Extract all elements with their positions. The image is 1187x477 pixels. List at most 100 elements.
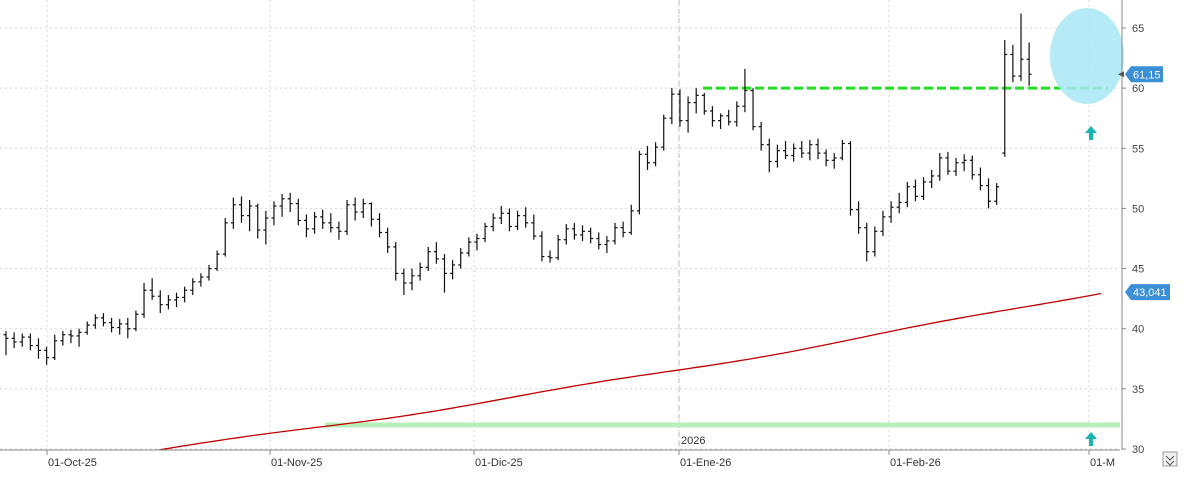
- ohlc-bar: [986, 178, 992, 209]
- ohlc-bar: [685, 96, 691, 133]
- ohlc-bar: [165, 295, 171, 310]
- ma-badge: [1125, 284, 1170, 301]
- ohlc-bar: [490, 213, 496, 232]
- ohlc-bar: [303, 214, 309, 238]
- ohlc-bar: [35, 338, 41, 359]
- ohlc-bar: [961, 154, 967, 172]
- ohlc-bar: [661, 114, 667, 151]
- ohlc-bar: [450, 260, 456, 280]
- ohlc-bar: [839, 139, 845, 161]
- ohlc-bar: [1002, 40, 1008, 157]
- ohlc-bar: [620, 221, 626, 238]
- ohlc-bar: [766, 138, 772, 173]
- ohlc-bar: [320, 209, 326, 229]
- ohlc-bar: [945, 151, 951, 175]
- y-tick-label: 35: [1132, 384, 1144, 396]
- ohlc-bar: [929, 169, 935, 188]
- ohlc-bar: [247, 200, 253, 232]
- ohlc-bar: [230, 197, 236, 229]
- ohlc-bar: [27, 333, 33, 351]
- ohlc-bar: [644, 145, 650, 170]
- ohlc-bar: [571, 222, 577, 240]
- ohlc-bar: [336, 221, 342, 240]
- ohlc-bar: [1018, 13, 1024, 81]
- ohlc-bar: [563, 224, 569, 245]
- ohlc-bar: [669, 88, 675, 125]
- ohlc-bar: [52, 334, 58, 360]
- ohlc-bar: [109, 317, 115, 333]
- ohlc-bar: [11, 332, 17, 348]
- ohlc-bar: [506, 208, 512, 232]
- ohlc-bar: [182, 286, 188, 303]
- ohlc-bar: [953, 157, 959, 176]
- ohlc-bar: [921, 177, 927, 201]
- ohlc-bar: [401, 268, 407, 296]
- up-arrow-breakout: [1085, 126, 1097, 140]
- ohlc-bar: [76, 328, 82, 347]
- x-tick-label: 01-Dic-25: [475, 457, 523, 469]
- ohlc-bar: [157, 290, 163, 314]
- ohlc-bar: [44, 346, 50, 365]
- ohlc-bar: [19, 333, 25, 347]
- y-tick-label: 65: [1132, 23, 1144, 35]
- ohlc-bar: [474, 233, 480, 251]
- y-tick-label: 45: [1132, 264, 1144, 276]
- ohlc-bar: [279, 193, 285, 217]
- labels: 2026 30 35 40 45 50 55 60 65 01-Oct-25 01-Nov-25 01…: [48, 23, 1178, 469]
- ohlc-bar: [377, 213, 383, 238]
- up-arrow-support: [1085, 432, 1097, 446]
- y-tick-label: 60: [1132, 83, 1144, 95]
- ohlc-bar: [912, 179, 918, 202]
- ohlc-bar: [174, 292, 180, 308]
- ohlc-bar: [515, 210, 521, 231]
- ohlc-bar: [466, 237, 472, 257]
- ohlc-bar: [368, 202, 374, 227]
- ohlc-bar: [580, 225, 586, 241]
- ohlc-bar: [385, 227, 391, 253]
- ohlc-bar: [693, 88, 699, 114]
- ohlc-bar: [125, 317, 131, 339]
- price-bars: [3, 13, 1032, 365]
- ohlc-bar: [847, 141, 853, 216]
- ohlc-bar: [206, 264, 212, 281]
- ohlc-bar: [222, 218, 228, 257]
- ohlc-bar: [904, 181, 910, 208]
- ohlc-bar: [263, 210, 269, 245]
- ohlc-bar: [190, 278, 196, 296]
- moving-average: [149, 292, 1102, 453]
- ohlc-bar: [482, 222, 488, 243]
- double-chevron-down-icon: [1165, 455, 1175, 466]
- ohlc-bar: [92, 314, 98, 329]
- ohlc-bar: [815, 138, 821, 160]
- ohlc-bar: [742, 68, 748, 113]
- y-tick-label: 30: [1132, 444, 1144, 456]
- ohlc-bar: [791, 143, 797, 162]
- ohlc-bar: [653, 142, 659, 167]
- ohlc-bar: [750, 88, 756, 131]
- ohlc-bar: [547, 250, 553, 263]
- ohlc-bar: [701, 92, 707, 115]
- x-tick-label: 01-Feb-26: [890, 457, 941, 469]
- ohlc-bar: [1026, 42, 1032, 86]
- price-badge: [1125, 66, 1163, 83]
- ohlc-bar: [677, 89, 683, 127]
- ohlc-bar: [68, 329, 74, 344]
- ohlc-bar: [255, 203, 261, 239]
- ohlc-bar: [433, 242, 439, 264]
- ohlc-bar: [60, 331, 66, 346]
- ohlc-bar: [133, 310, 139, 332]
- ohlc-bar: [823, 149, 829, 167]
- ohlc-bar: [888, 201, 894, 223]
- ohlc-bar: [596, 232, 602, 250]
- ohlc-bar: [718, 113, 724, 130]
- ohlc-bar: [295, 198, 301, 226]
- ohlc-bar: [783, 141, 789, 160]
- x-tick-label: 01-Nov-25: [271, 457, 322, 469]
- ohlc-bar: [734, 101, 740, 127]
- ohlc-bar: [969, 155, 975, 180]
- chart-settings-icon: [1162, 451, 1178, 467]
- ohlc-bar: [539, 231, 545, 262]
- ohlc-bar: [799, 141, 805, 158]
- x-axis-band: [0, 450, 1187, 472]
